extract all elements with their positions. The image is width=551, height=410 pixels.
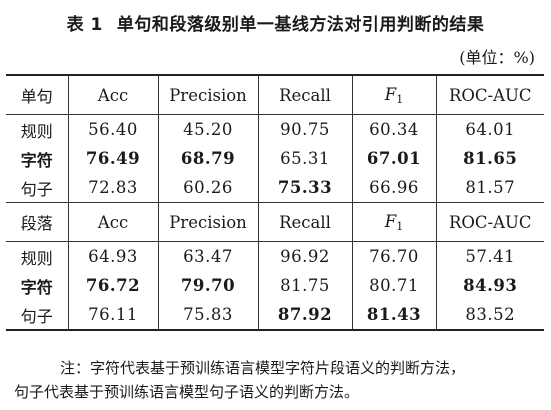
cell-f1: 67.01 bbox=[351, 144, 436, 173]
note-line-1: 注：字符代表基于预训练语言模型字符片段语义的判断方法， bbox=[60, 359, 466, 377]
cell-acc: 56.40 bbox=[67, 114, 158, 144]
cell-precision: 79.70 bbox=[157, 271, 258, 300]
row-label: 句子 bbox=[6, 300, 68, 331]
note-line-2: 句子代表基于预训练语言模型句子语义的判断方法。 bbox=[14, 383, 360, 401]
cell-precision: 63.47 bbox=[157, 241, 258, 271]
cell-acc: 64.93 bbox=[67, 241, 158, 271]
header-f1: F1 bbox=[351, 74, 436, 115]
cell-roc-auc: 84.93 bbox=[435, 271, 544, 300]
header-recall: Recall bbox=[257, 74, 352, 115]
table-row: 规则 56.40 45.20 90.75 60.34 64.01 bbox=[6, 114, 544, 144]
f-symbol: F bbox=[384, 211, 397, 231]
header-level: 段落 bbox=[6, 202, 68, 242]
cell-f1: 81.43 bbox=[351, 300, 436, 331]
f-subscript: 1 bbox=[396, 219, 404, 233]
header-roc-auc: ROC-AUC bbox=[435, 74, 544, 115]
row-label: 字符 bbox=[20, 150, 53, 170]
table-title: 表 1 单句和段落级别单一基线方法对引用判断的结果 bbox=[0, 10, 551, 35]
header-recall: Recall bbox=[257, 202, 352, 242]
cell-roc-auc: 81.65 bbox=[435, 144, 544, 173]
cell-precision: 68.79 bbox=[157, 144, 258, 173]
table-row: 字符 76.49 68.79 65.31 67.01 81.65 bbox=[6, 144, 544, 173]
cell-f1: 60.34 bbox=[351, 114, 436, 144]
cell-recall: 90.75 bbox=[257, 114, 352, 144]
table-caption: 单句和段落级别单一基线方法对引用判断的结果 bbox=[116, 15, 485, 35]
table-header-row: 单句 Acc Precision Recall F1 ROC-AUC bbox=[6, 74, 544, 115]
row-label: 句子 bbox=[20, 179, 53, 199]
header-level: 单句 bbox=[6, 74, 68, 115]
table-row: 字符 76.72 79.70 81.75 80.71 84.93 bbox=[6, 271, 544, 300]
header-roc-auc: ROC-AUC bbox=[435, 202, 544, 242]
header-acc: Acc bbox=[67, 202, 158, 242]
cell-recall: 87.92 bbox=[257, 300, 352, 331]
results-table-body: 单句 Acc Precision Recall F1 ROC-AUC 规则 56.40 45.2… bbox=[6, 74, 544, 331]
cell-roc-auc: 57.41 bbox=[435, 241, 544, 271]
unit-label: (单位：%) bbox=[459, 48, 535, 67]
cell-roc-auc: 83.52 bbox=[435, 300, 544, 331]
table-row: 句子 76.11 75.83 87.92 81.43 83.52 bbox=[6, 300, 544, 331]
cell-f1: 66.96 bbox=[351, 173, 436, 203]
cell-acc: 72.83 bbox=[67, 173, 158, 203]
cell-precision: 60.26 bbox=[157, 173, 258, 203]
cell-recall: 75.33 bbox=[257, 173, 352, 203]
cell-recall: 81.75 bbox=[257, 271, 352, 300]
row-label: 规则 bbox=[6, 241, 68, 271]
f-subscript: 1 bbox=[396, 92, 404, 106]
cell-precision: 45.20 bbox=[157, 114, 258, 144]
f-symbol: F bbox=[384, 84, 397, 104]
table-note: 注：字符代表基于预训练语言模型字符片段语义的判断方法， 句子代表基于预训练语言模… bbox=[14, 356, 544, 404]
cell-acc: 76.49 bbox=[67, 144, 158, 173]
table-row: 句子 72.83 60.26 75.33 66.96 81.57 bbox=[6, 173, 544, 203]
cell-roc-auc: 81.57 bbox=[435, 173, 544, 203]
cell-f1: 80.71 bbox=[351, 271, 436, 300]
results-table: 单句 Acc Precision Recall F1 ROC-AUC 规则 56.40 45.2… bbox=[6, 74, 544, 331]
cell-f1: 76.70 bbox=[351, 241, 436, 271]
header-precision: Precision bbox=[157, 74, 258, 115]
row-label: 字符 bbox=[20, 277, 53, 297]
cell-roc-auc: 64.01 bbox=[435, 114, 544, 144]
header-precision: Precision bbox=[157, 202, 258, 242]
table-row: 规则 64.93 63.47 96.92 76.70 57.41 bbox=[6, 241, 544, 271]
table-number: 表 1 bbox=[66, 15, 103, 35]
cell-precision: 75.83 bbox=[157, 300, 258, 331]
cell-acc: 76.11 bbox=[67, 300, 158, 331]
header-f1: F1 bbox=[351, 202, 436, 242]
cell-recall: 65.31 bbox=[257, 144, 352, 173]
cell-recall: 96.92 bbox=[257, 241, 352, 271]
header-acc: Acc bbox=[67, 74, 158, 115]
table-header-row: 段落 Acc Precision Recall F1 ROC-AUC bbox=[6, 202, 544, 242]
row-label: 规则 bbox=[6, 114, 68, 144]
cell-acc: 76.72 bbox=[67, 271, 158, 300]
